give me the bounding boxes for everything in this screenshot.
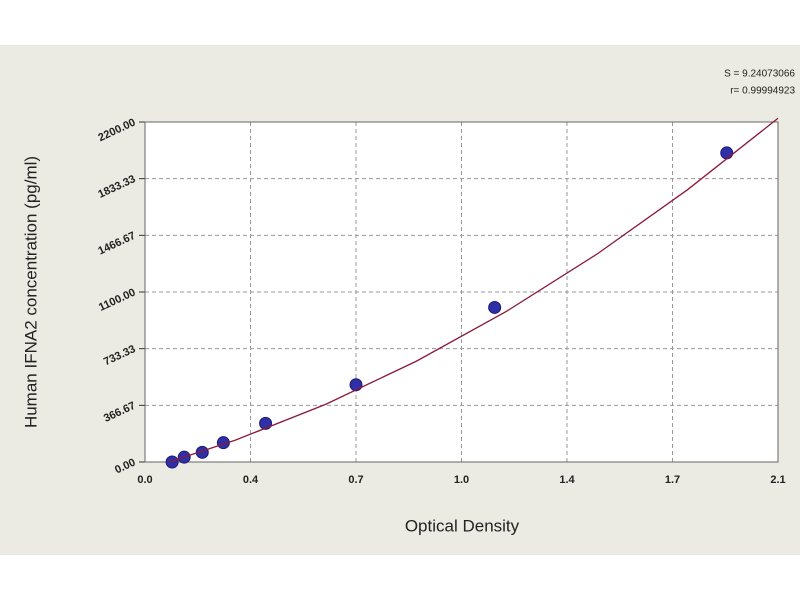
x-tick-label: 0.4 (243, 474, 259, 486)
x-tick-label: 1.7 (665, 474, 680, 486)
annotation: S = 9.24073066 (724, 69, 795, 80)
data-point (488, 300, 502, 314)
fit-curve (168, 117, 779, 463)
x-tick-label: 2.1 (770, 474, 785, 486)
x-axis-title: Optical Density (405, 516, 520, 535)
data-point (720, 146, 734, 160)
x-tick-label: 0.7 (348, 474, 363, 486)
plot-frame (144, 121, 779, 463)
data-point (195, 445, 209, 459)
x-tick-label: 0.0 (137, 474, 152, 486)
data-point (349, 378, 363, 392)
x-tick-label: 1.4 (559, 474, 575, 486)
y-axis-title: Human IFNA2 concentration (pg/ml) (21, 156, 40, 428)
data-point (165, 455, 179, 469)
x-tick-label: 1.0 (454, 474, 469, 486)
annotation: r= 0.99994923 (730, 86, 795, 97)
